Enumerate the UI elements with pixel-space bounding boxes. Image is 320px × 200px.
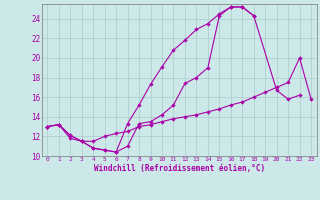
X-axis label: Windchill (Refroidissement éolien,°C): Windchill (Refroidissement éolien,°C) xyxy=(94,164,265,173)
